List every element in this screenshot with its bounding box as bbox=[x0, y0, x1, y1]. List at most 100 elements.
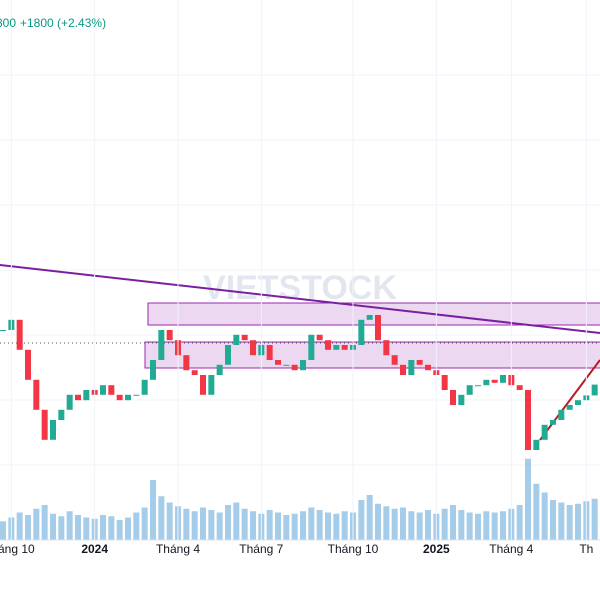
candle bbox=[83, 390, 90, 401]
candle bbox=[550, 420, 556, 425]
volume-bar bbox=[108, 516, 115, 540]
volume-bar bbox=[33, 508, 40, 540]
volume-bar bbox=[116, 520, 123, 540]
candle bbox=[316, 334, 323, 341]
volume-layer bbox=[0, 458, 598, 540]
candle bbox=[291, 364, 298, 371]
candle bbox=[100, 385, 106, 395]
candle bbox=[425, 364, 431, 371]
volume-bar bbox=[16, 512, 23, 540]
volume-bar bbox=[0, 521, 6, 540]
candle bbox=[191, 370, 198, 375]
volume-bar bbox=[225, 505, 231, 540]
candle bbox=[41, 409, 48, 440]
volume-bar bbox=[283, 515, 290, 540]
candle bbox=[125, 394, 131, 401]
candle bbox=[516, 385, 523, 390]
candle bbox=[591, 384, 598, 396]
volume-bar bbox=[325, 512, 331, 540]
volume-bar bbox=[241, 508, 248, 540]
candle bbox=[216, 364, 223, 375]
volume-bar bbox=[450, 505, 456, 540]
candle bbox=[358, 319, 365, 345]
x-tick-label: 2025 bbox=[423, 542, 450, 556]
trend-line bbox=[0, 264, 600, 334]
x-tick-label: tháng 10 bbox=[0, 542, 35, 556]
volume-bar bbox=[475, 513, 481, 540]
candle bbox=[450, 390, 456, 405]
candle bbox=[233, 334, 240, 345]
candle bbox=[566, 405, 573, 410]
candle bbox=[483, 379, 490, 386]
volume-bar bbox=[158, 496, 165, 540]
volume-bar bbox=[141, 507, 148, 540]
volume-bar bbox=[66, 511, 73, 540]
x-tick-label: Th bbox=[579, 542, 593, 556]
candle bbox=[108, 385, 115, 395]
candle bbox=[150, 360, 156, 380]
volume-bar bbox=[133, 512, 140, 540]
candle bbox=[200, 375, 206, 395]
x-axis-labels: tháng 10 2024 Tháng 4 Tháng 7 Tháng 10 2025 Th… bbox=[0, 0, 593, 556]
candle bbox=[341, 345, 348, 350]
change-text: +1800 (+2.43%) bbox=[20, 16, 106, 30]
volume-bar bbox=[50, 513, 56, 540]
volume-bar bbox=[308, 507, 315, 540]
volume-bar bbox=[341, 511, 348, 540]
volume-bar bbox=[516, 505, 523, 540]
candle bbox=[575, 400, 581, 405]
volume-bar bbox=[316, 510, 323, 540]
volume-bar bbox=[425, 510, 431, 540]
watermark: VIETSTOCK bbox=[203, 269, 397, 307]
candle bbox=[50, 420, 56, 440]
volume-bar bbox=[500, 511, 506, 540]
volume-bar bbox=[400, 507, 406, 540]
grid bbox=[0, 74, 600, 466]
candle bbox=[275, 360, 281, 365]
candle bbox=[66, 394, 73, 410]
candle bbox=[441, 375, 448, 390]
candle bbox=[541, 424, 548, 440]
volume-bar bbox=[441, 508, 448, 540]
x-tick-label: Tháng 10 bbox=[328, 542, 379, 556]
volume-bar bbox=[408, 511, 415, 540]
candle bbox=[500, 375, 506, 383]
volume-bar bbox=[216, 512, 223, 540]
candle bbox=[475, 385, 481, 387]
volume-bar bbox=[266, 510, 273, 540]
trend-line bbox=[539, 359, 600, 441]
candle bbox=[391, 355, 398, 365]
candle bbox=[16, 319, 23, 350]
candle bbox=[208, 375, 215, 395]
volume-bar bbox=[250, 511, 256, 540]
candle bbox=[491, 379, 498, 383]
candle bbox=[533, 439, 540, 450]
candle bbox=[133, 394, 140, 396]
volume-bar bbox=[100, 515, 106, 540]
volume-bar bbox=[183, 508, 190, 540]
candle bbox=[466, 385, 473, 395]
volume-bar bbox=[391, 508, 398, 540]
volume-bar bbox=[233, 502, 240, 540]
candle bbox=[283, 364, 290, 366]
zone-box bbox=[147, 302, 600, 326]
volume-bar bbox=[591, 498, 598, 540]
candle bbox=[383, 340, 390, 356]
volume-bar bbox=[483, 511, 490, 540]
volume-bar bbox=[125, 517, 131, 540]
candle bbox=[416, 360, 423, 365]
zone-box bbox=[144, 341, 600, 369]
candle bbox=[308, 334, 315, 360]
candle bbox=[458, 394, 465, 405]
volume-bar bbox=[150, 480, 156, 540]
volume-bar bbox=[375, 503, 381, 540]
volume-bar bbox=[333, 513, 340, 540]
volume-bar bbox=[41, 505, 48, 540]
volume-bar bbox=[75, 515, 81, 540]
volume-bar bbox=[83, 517, 90, 540]
volume-bar bbox=[558, 502, 565, 540]
candle bbox=[58, 409, 65, 420]
candle bbox=[241, 334, 248, 341]
candle bbox=[250, 340, 256, 356]
volume-bar bbox=[200, 507, 206, 540]
